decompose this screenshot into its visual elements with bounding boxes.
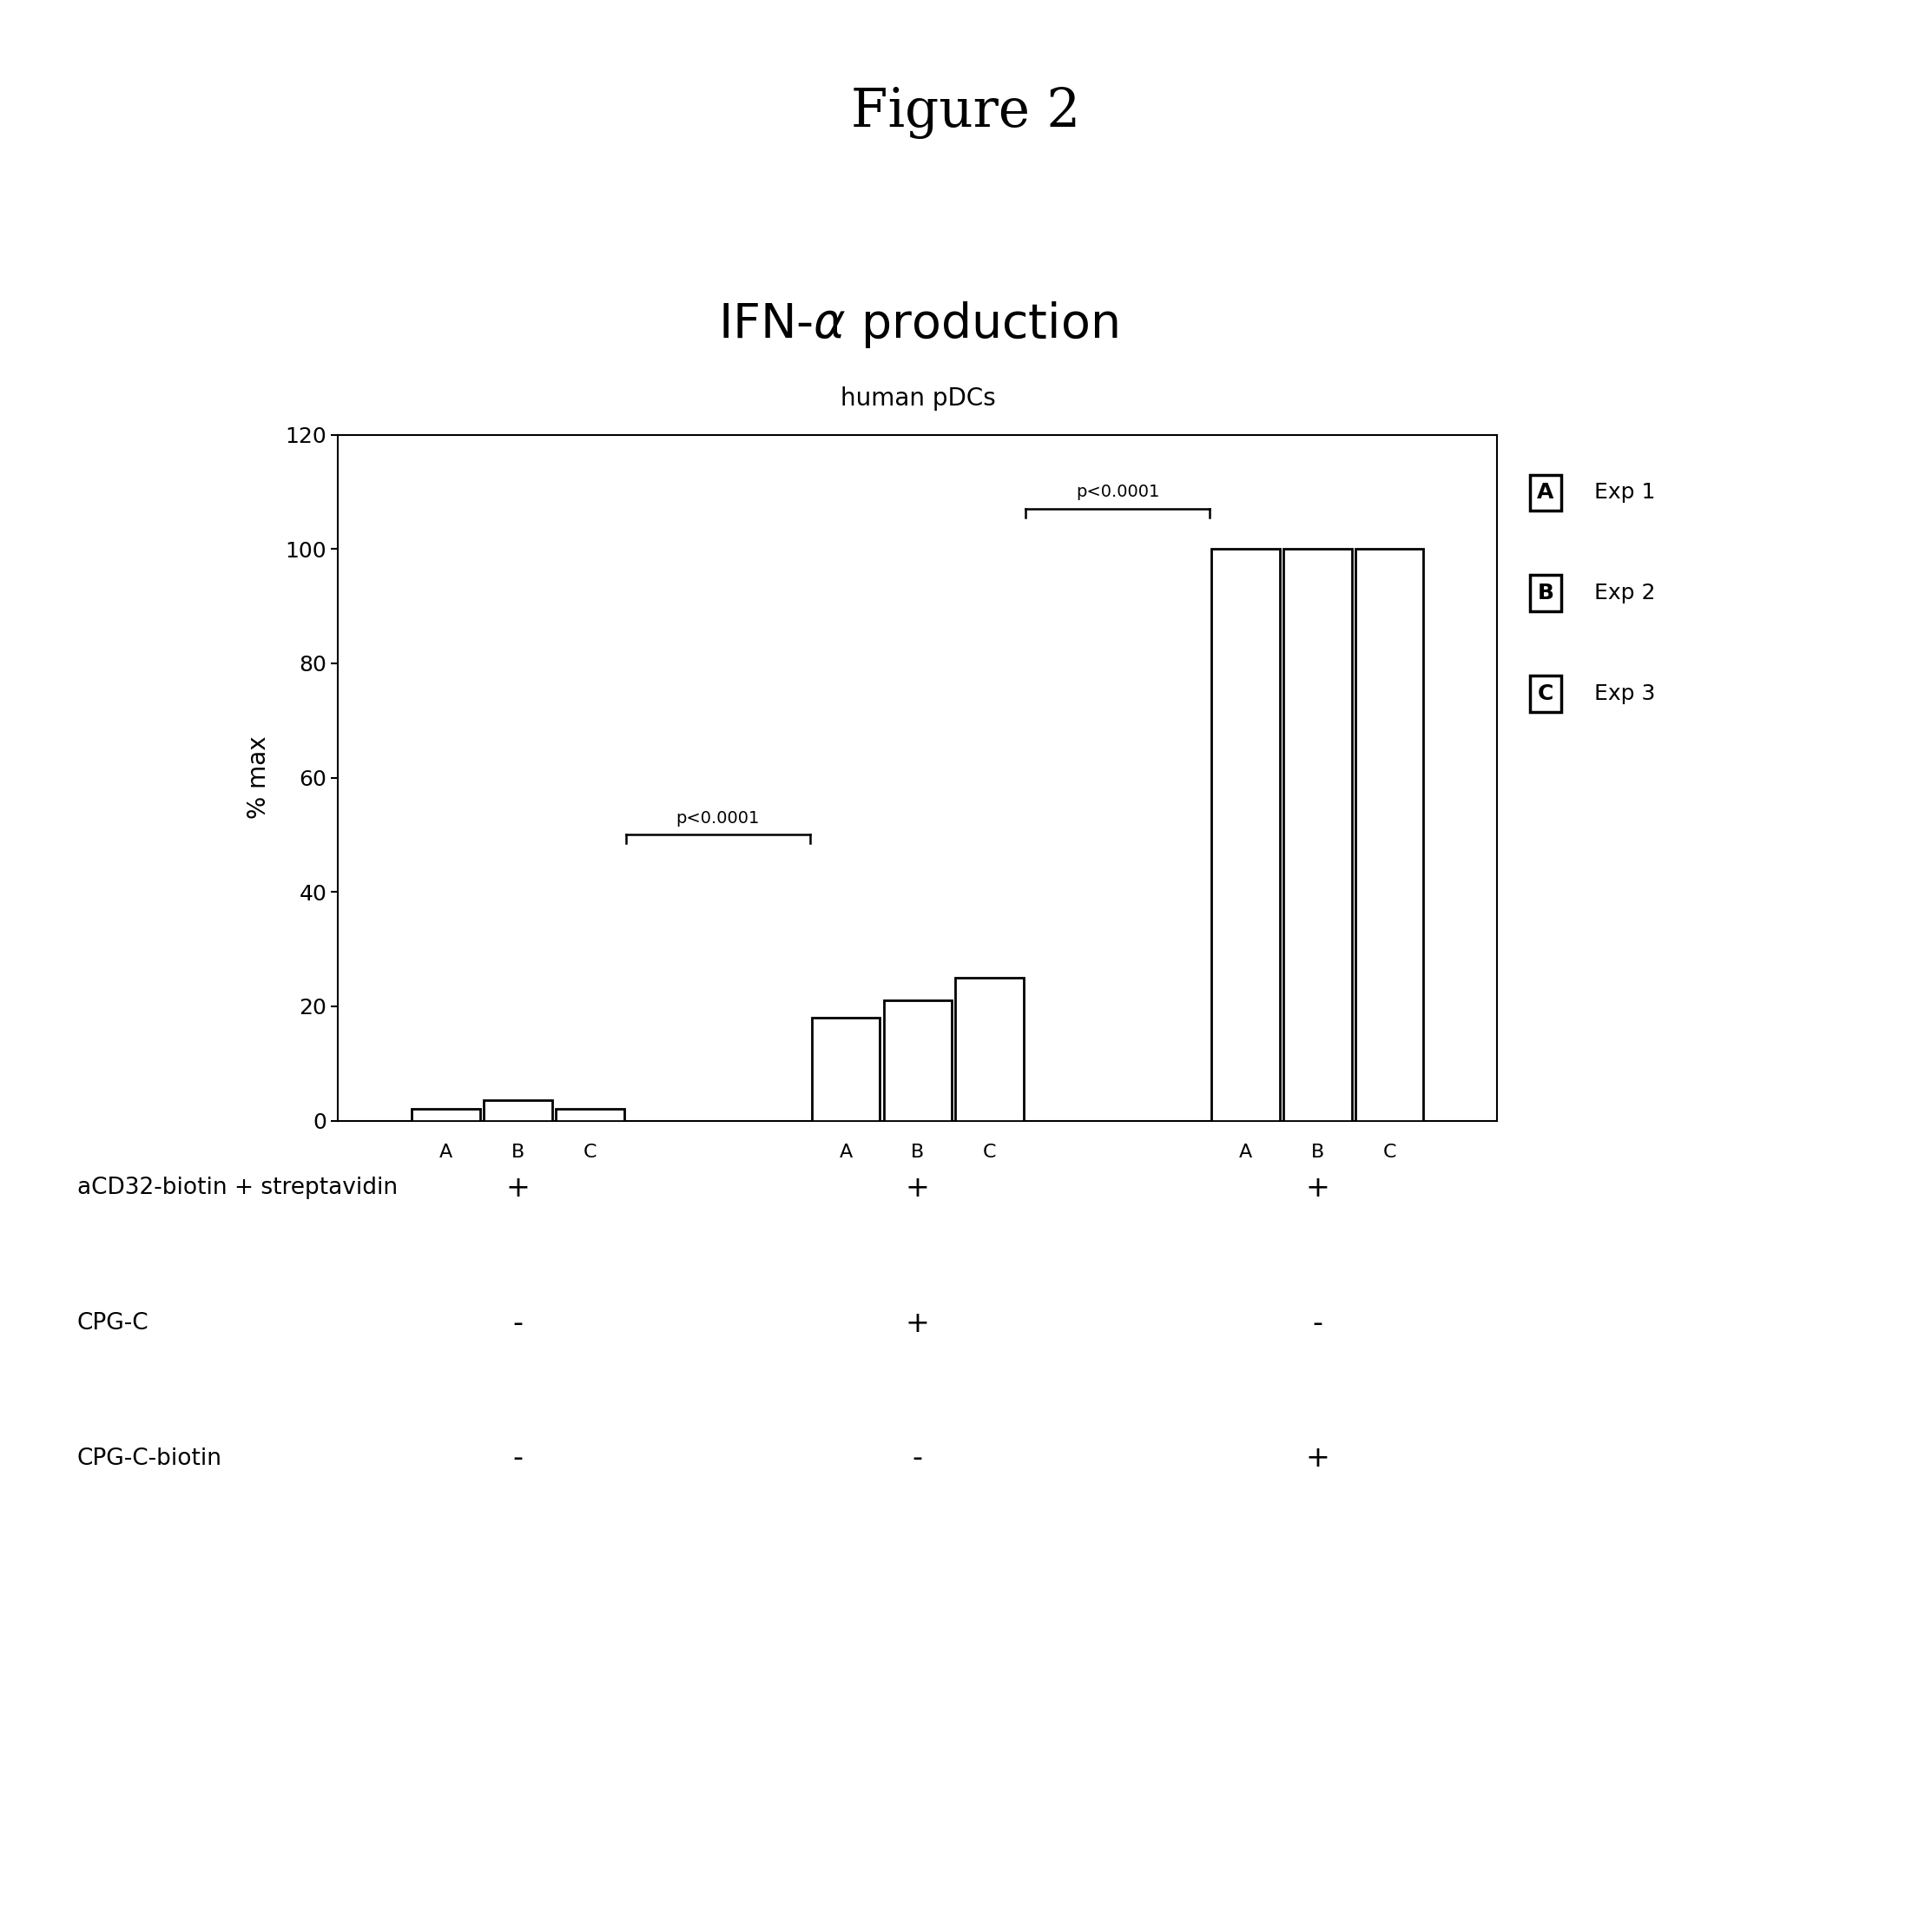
Text: p<0.0001: p<0.0001 bbox=[1076, 483, 1159, 500]
Text: Exp 3: Exp 3 bbox=[1594, 684, 1656, 703]
Text: CPG-C-biotin: CPG-C-biotin bbox=[77, 1447, 222, 1470]
Text: IFN-$\alpha$ production: IFN-$\alpha$ production bbox=[719, 299, 1117, 350]
Text: A: A bbox=[1238, 1144, 1252, 1161]
Bar bbox=[883, 1001, 952, 1121]
Text: -: - bbox=[912, 1445, 923, 1472]
Text: CPG-C: CPG-C bbox=[77, 1312, 149, 1335]
Text: B: B bbox=[1538, 583, 1553, 603]
Text: C: C bbox=[1383, 1144, 1397, 1161]
Text: A: A bbox=[1538, 483, 1553, 502]
Text: human pDCs: human pDCs bbox=[840, 386, 995, 412]
Text: B: B bbox=[1310, 1144, 1323, 1161]
Text: +: + bbox=[906, 1175, 929, 1202]
Text: +: + bbox=[1306, 1445, 1329, 1472]
Text: Exp 1: Exp 1 bbox=[1594, 483, 1656, 502]
Text: +: + bbox=[506, 1175, 529, 1202]
Bar bbox=[1283, 549, 1352, 1121]
Text: -: - bbox=[1312, 1310, 1323, 1337]
Text: A: A bbox=[439, 1144, 452, 1161]
Text: B: B bbox=[512, 1144, 526, 1161]
Y-axis label: % max: % max bbox=[247, 736, 270, 819]
Text: -: - bbox=[512, 1445, 524, 1472]
Bar bbox=[1354, 549, 1424, 1121]
Text: C: C bbox=[983, 1144, 997, 1161]
Bar bbox=[483, 1101, 553, 1121]
Text: A: A bbox=[838, 1144, 852, 1161]
Text: aCD32-biotin + streptavidin: aCD32-biotin + streptavidin bbox=[77, 1177, 398, 1200]
Text: C: C bbox=[1538, 684, 1553, 703]
Bar bbox=[556, 1109, 624, 1121]
Text: p<0.0001: p<0.0001 bbox=[676, 810, 759, 827]
Text: B: B bbox=[912, 1144, 923, 1161]
Bar bbox=[956, 978, 1024, 1121]
Bar bbox=[811, 1018, 879, 1121]
Text: +: + bbox=[1306, 1175, 1329, 1202]
Text: Exp 2: Exp 2 bbox=[1594, 583, 1656, 603]
Bar bbox=[412, 1109, 481, 1121]
Text: +: + bbox=[906, 1310, 929, 1337]
Text: C: C bbox=[583, 1144, 597, 1161]
Text: Figure 2: Figure 2 bbox=[852, 87, 1080, 139]
Bar bbox=[1211, 549, 1279, 1121]
Text: -: - bbox=[512, 1310, 524, 1337]
